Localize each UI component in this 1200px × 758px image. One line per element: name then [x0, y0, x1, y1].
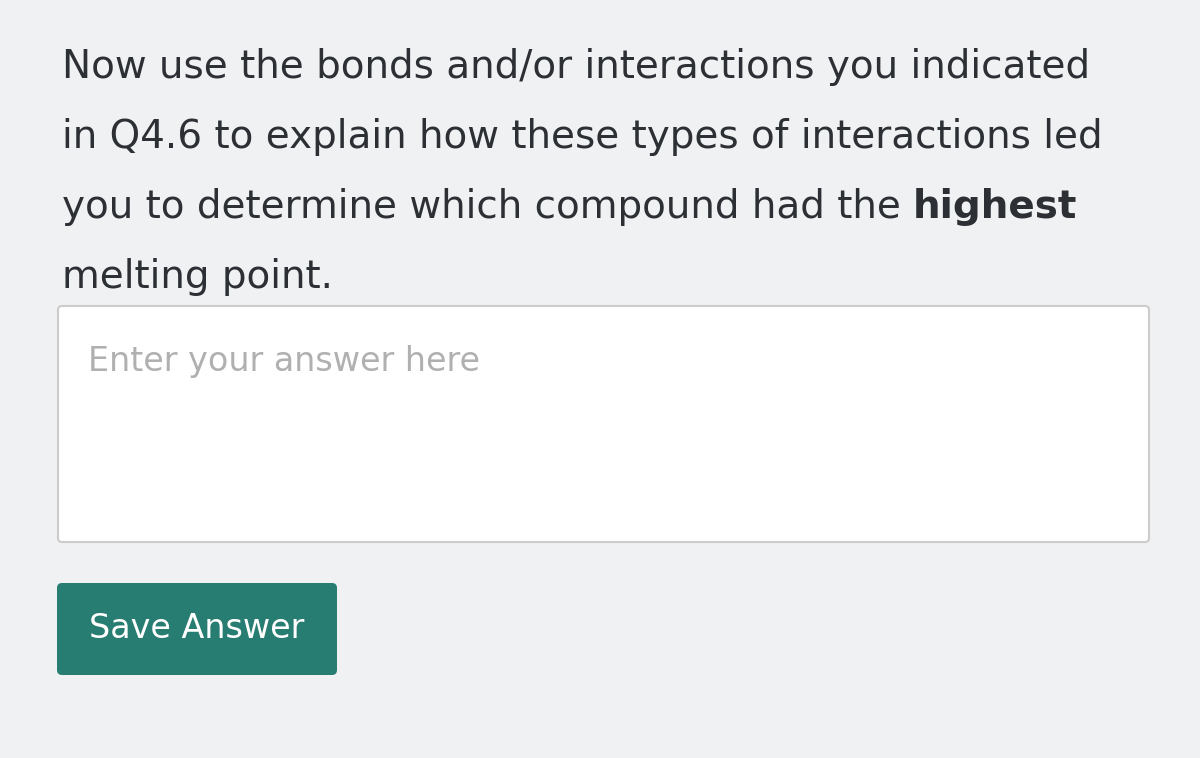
Text: Enter your answer here: Enter your answer here	[88, 345, 480, 378]
Text: melting point.: melting point.	[62, 258, 334, 296]
Text: in Q4.6 to explain how these types of interactions led: in Q4.6 to explain how these types of in…	[62, 118, 1103, 156]
FancyBboxPatch shape	[58, 306, 1150, 542]
Text: Now use the bonds and/or interactions you indicated: Now use the bonds and/or interactions yo…	[62, 48, 1090, 86]
Text: highest: highest	[913, 188, 1078, 226]
FancyBboxPatch shape	[58, 583, 337, 675]
Text: you to determine which compound had the: you to determine which compound had the	[62, 188, 913, 226]
Text: Save Answer: Save Answer	[89, 612, 305, 646]
